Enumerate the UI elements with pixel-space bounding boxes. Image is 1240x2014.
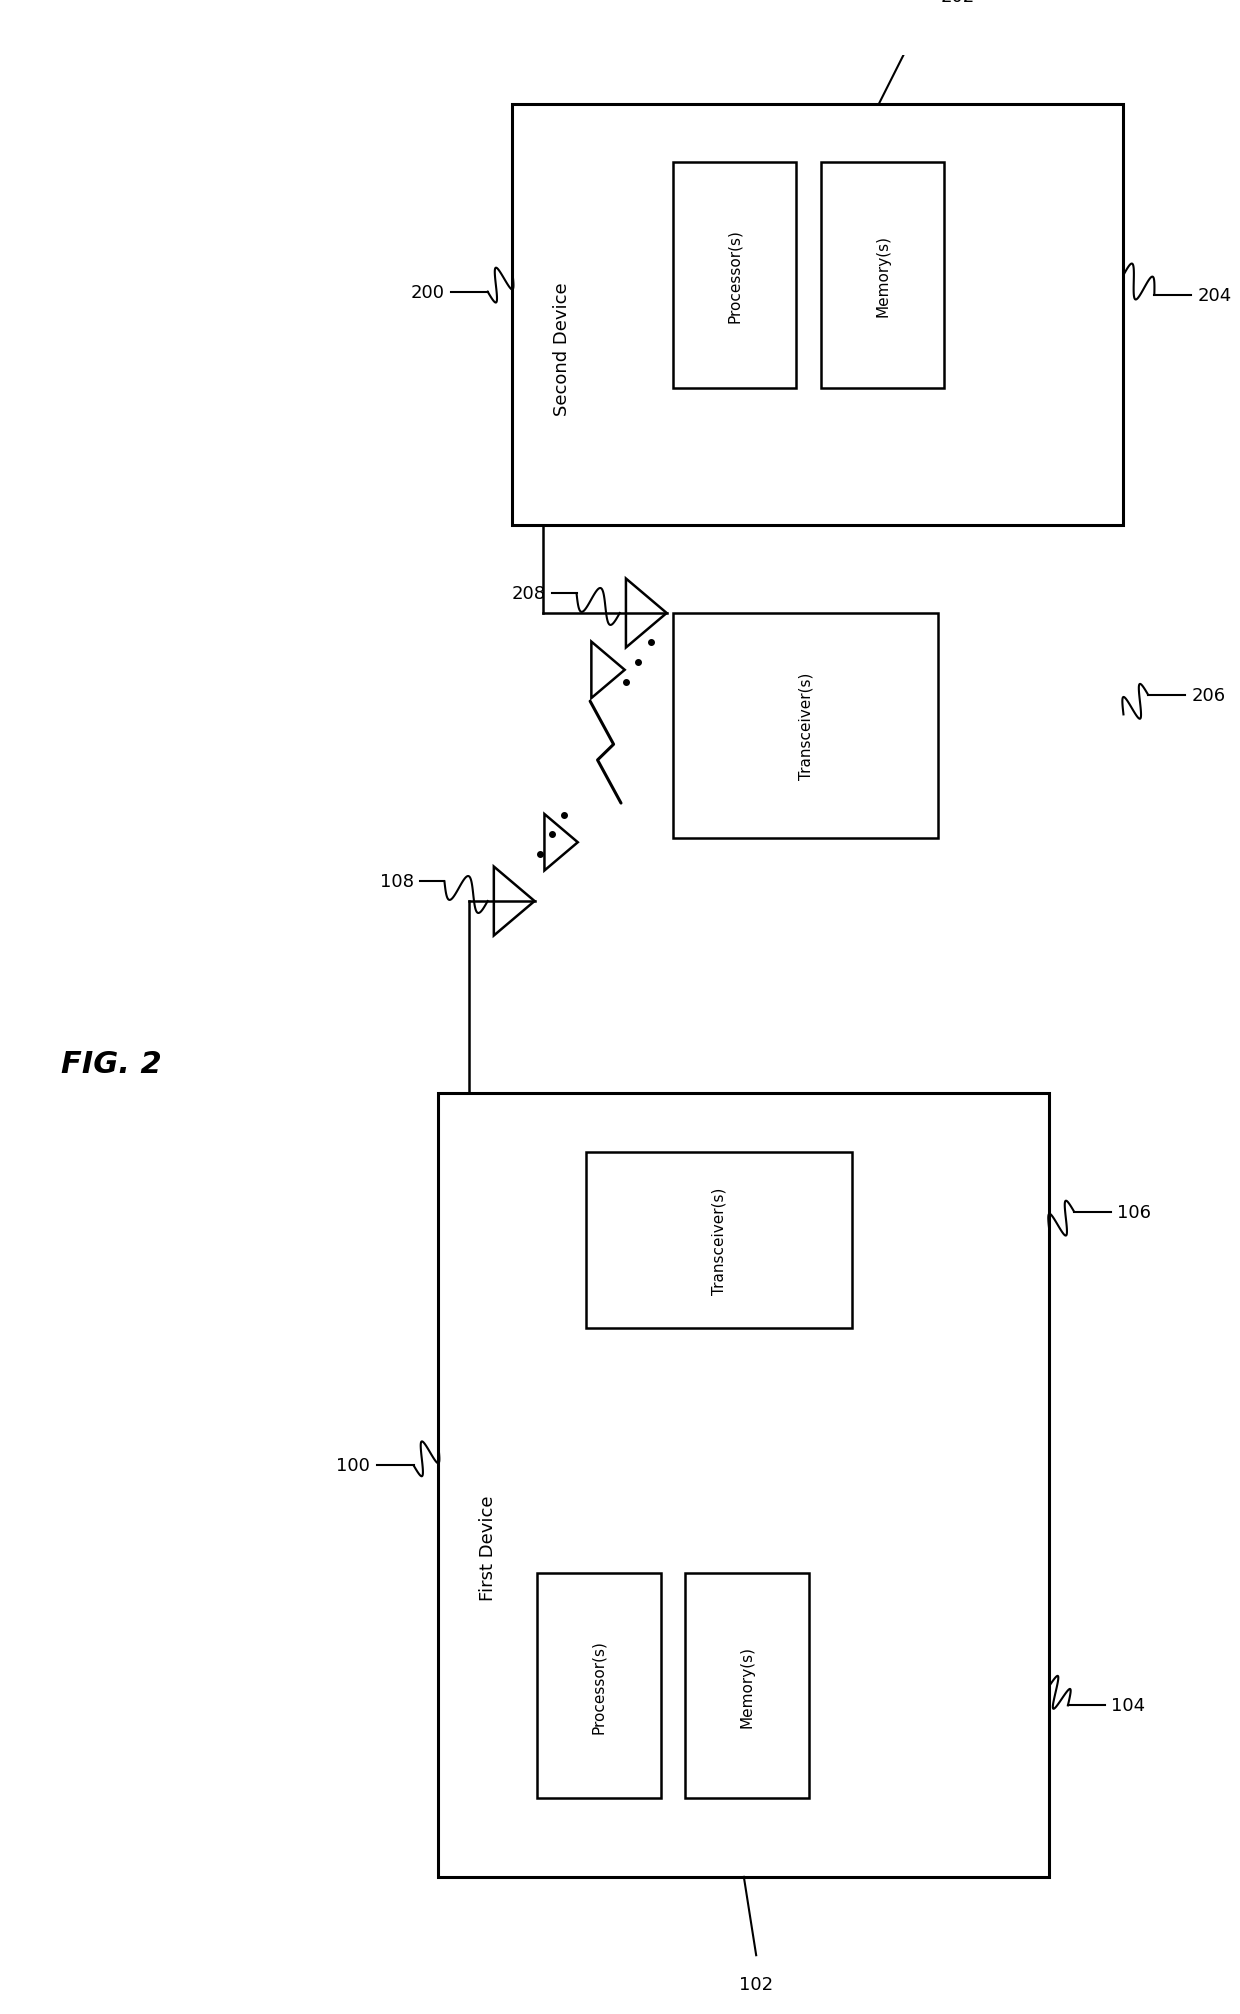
Text: 104: 104 xyxy=(1111,1696,1146,1714)
Text: Memory(s): Memory(s) xyxy=(875,236,890,316)
Bar xyxy=(512,105,1123,526)
Text: 208: 208 xyxy=(512,586,546,602)
Bar xyxy=(438,1094,1049,1877)
Text: First Device: First Device xyxy=(479,1494,497,1601)
Bar xyxy=(673,614,939,840)
Text: Second Device: Second Device xyxy=(553,282,570,415)
Text: 108: 108 xyxy=(379,872,414,890)
Bar xyxy=(587,1152,852,1329)
Bar xyxy=(821,163,945,389)
Text: 206: 206 xyxy=(1192,687,1225,705)
Bar xyxy=(537,1573,661,1799)
Text: Transceiver(s): Transceiver(s) xyxy=(712,1186,727,1295)
Text: Processor(s): Processor(s) xyxy=(591,1639,606,1732)
Text: 102: 102 xyxy=(739,1976,774,1992)
Bar xyxy=(673,163,796,389)
Text: Processor(s): Processor(s) xyxy=(727,230,742,322)
Text: FIG. 2: FIG. 2 xyxy=(61,1049,161,1080)
Bar xyxy=(686,1573,808,1799)
Text: 100: 100 xyxy=(336,1456,371,1474)
Text: Transceiver(s): Transceiver(s) xyxy=(799,673,813,779)
Text: 204: 204 xyxy=(1198,286,1231,304)
Text: 202: 202 xyxy=(941,0,975,6)
Text: 200: 200 xyxy=(410,284,444,302)
Text: Memory(s): Memory(s) xyxy=(739,1645,754,1726)
Text: 106: 106 xyxy=(1117,1202,1151,1220)
